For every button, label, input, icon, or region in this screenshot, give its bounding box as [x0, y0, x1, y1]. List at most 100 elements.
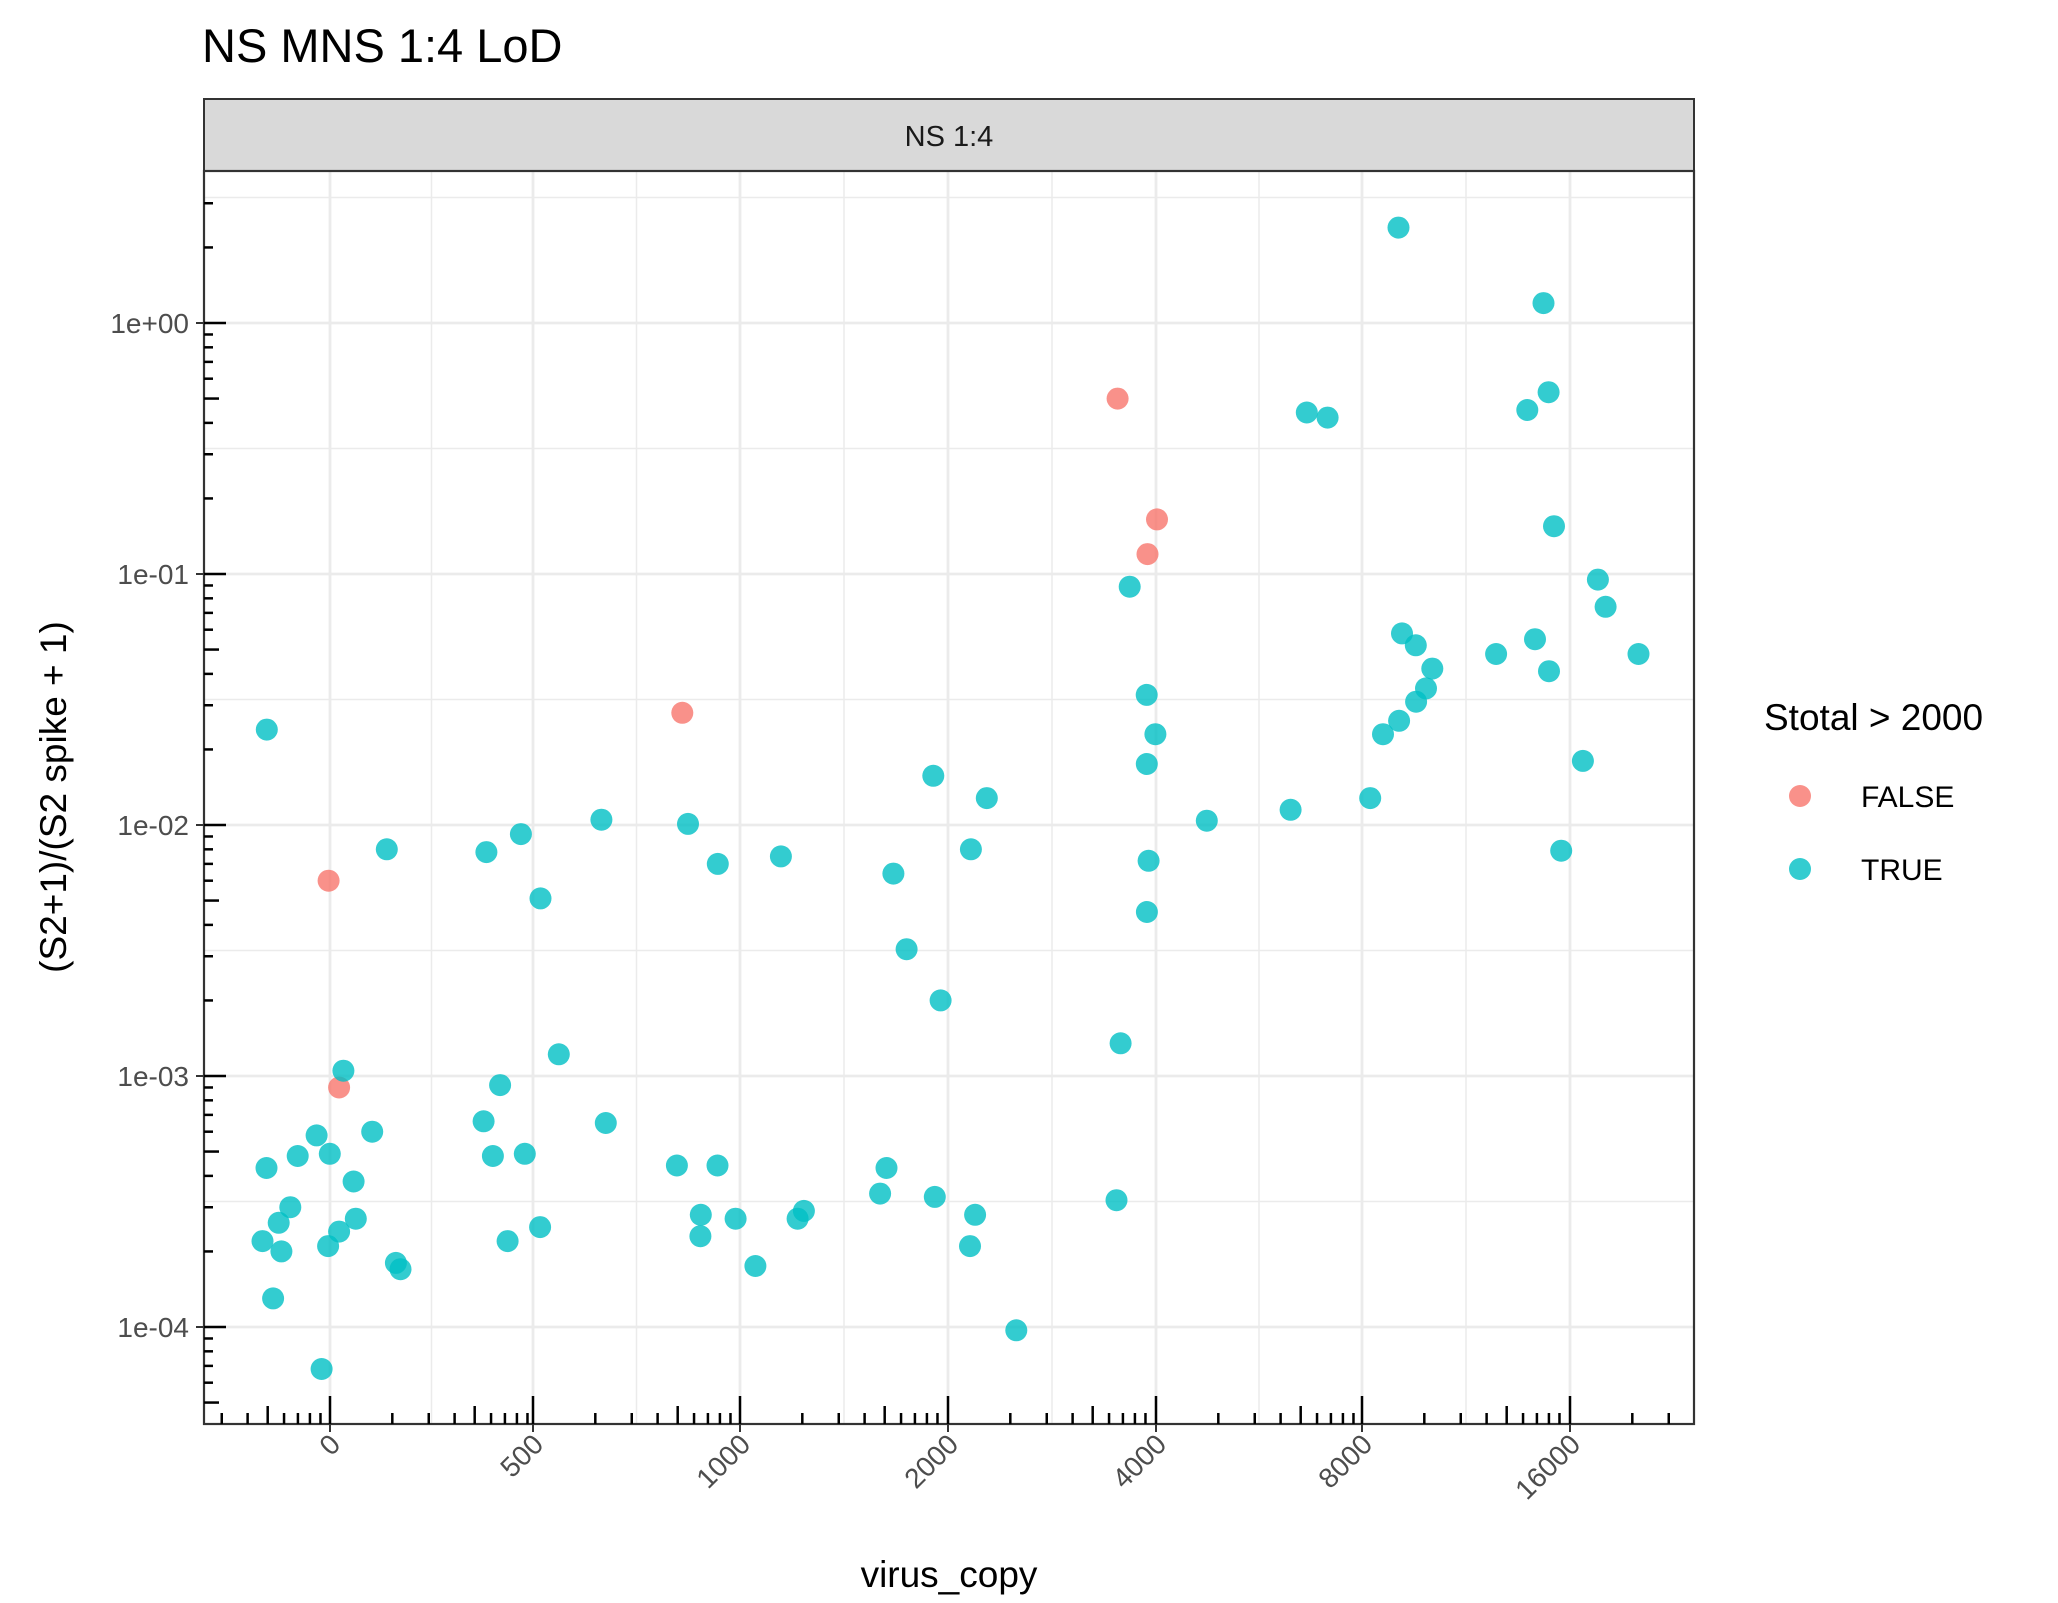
data-point	[1538, 660, 1560, 683]
data-point	[769, 845, 792, 868]
facet-label: NS 1:4	[905, 121, 994, 153]
data-point	[875, 1157, 898, 1179]
data-point	[1359, 787, 1382, 810]
data-point	[975, 787, 998, 810]
data-point	[342, 1170, 365, 1193]
data-point	[1537, 381, 1560, 404]
data-point	[529, 887, 552, 910]
data-point	[1372, 723, 1394, 746]
data-point	[310, 1358, 333, 1380]
data-point	[1532, 292, 1555, 315]
data-point	[251, 1230, 274, 1253]
data-point	[1388, 709, 1411, 732]
data-point	[513, 1142, 536, 1165]
data-point	[1146, 508, 1168, 531]
data-point	[1135, 901, 1158, 923]
data-point	[1485, 643, 1508, 665]
data-point	[706, 852, 729, 875]
legend: Stotal > 2000 FALSE TRUE	[1764, 697, 1983, 887]
data-point	[1550, 839, 1573, 862]
data-point	[724, 1207, 747, 1230]
legend-item-false: FALSE	[1789, 781, 1954, 814]
chart-title: NS MNS 1:4 LoD	[202, 19, 562, 72]
y-axis: 1e-04 1e-03 1e-02 1e-01 1e+00	[110, 201, 226, 1404]
y-tick-label: 1e+00	[110, 308, 189, 339]
legend-title: Stotal > 2000	[1764, 697, 1983, 738]
legend-label-true: TRUE	[1861, 854, 1943, 887]
data-point	[1586, 568, 1609, 591]
legend-key-true	[1789, 858, 1811, 880]
data-point	[671, 701, 694, 724]
data-point	[594, 1112, 617, 1134]
data-point	[255, 718, 278, 741]
data-point	[1524, 628, 1546, 651]
data-point	[744, 1255, 767, 1277]
data-point	[1516, 399, 1539, 421]
legend-label-false: FALSE	[1861, 781, 1954, 814]
data-point	[255, 1157, 278, 1179]
data-point	[496, 1230, 519, 1253]
data-point	[305, 1124, 328, 1147]
data-point	[1144, 723, 1167, 746]
y-tick-label: 1e-02	[117, 810, 189, 841]
data-point	[1404, 634, 1427, 657]
data-point	[328, 1076, 351, 1099]
data-point	[689, 1203, 712, 1226]
data-point	[317, 1235, 340, 1258]
legend-item-true: TRUE	[1789, 854, 1943, 887]
data-point	[489, 1074, 512, 1097]
data-point	[923, 1185, 946, 1208]
data-point	[1316, 406, 1339, 429]
y-tick-label: 1e-04	[117, 1312, 189, 1343]
data-point	[481, 1145, 504, 1167]
data-point	[665, 1154, 688, 1177]
data-point	[344, 1207, 367, 1230]
data-point	[1571, 749, 1594, 772]
data-point	[1136, 543, 1159, 566]
legend-key-false	[1789, 785, 1811, 807]
data-point	[677, 812, 699, 835]
data-point	[1118, 575, 1141, 598]
data-point	[286, 1145, 309, 1167]
data-point	[270, 1240, 293, 1263]
data-point	[895, 938, 918, 961]
data-point	[267, 1211, 290, 1234]
data-point	[1137, 849, 1160, 872]
data-point	[472, 1110, 495, 1133]
y-tick-label: 1e-01	[117, 559, 189, 590]
data-point	[964, 1203, 987, 1226]
data-point	[882, 862, 905, 885]
facet-strip	[203, 98, 1695, 172]
data-point	[547, 1043, 570, 1066]
data-point	[959, 1235, 981, 1258]
data-point	[786, 1207, 809, 1230]
data-point	[689, 1225, 712, 1248]
data-point	[1105, 1189, 1128, 1212]
data-point	[1627, 643, 1650, 665]
data-point	[1195, 809, 1218, 832]
data-point	[262, 1287, 285, 1310]
data-point	[279, 1196, 302, 1219]
data-point	[1387, 216, 1410, 239]
data-point	[389, 1258, 412, 1281]
data-point	[375, 838, 398, 861]
data-point	[1594, 595, 1617, 618]
data-point	[929, 989, 952, 1012]
data-point	[1543, 515, 1565, 538]
data-point	[1005, 1319, 1028, 1342]
data-point	[317, 869, 340, 892]
data-point	[1106, 387, 1129, 410]
data-point	[1405, 690, 1428, 713]
data-point	[1295, 401, 1318, 424]
y-tick-label: 1e-03	[117, 1061, 189, 1092]
data-point	[1279, 798, 1302, 821]
y-axis-title: (S2+1)/(S2 spike + 1)	[33, 621, 74, 973]
data-points	[251, 216, 1650, 1380]
data-point	[475, 841, 498, 864]
data-point	[1421, 657, 1444, 680]
data-point	[361, 1120, 384, 1143]
grid-lines	[204, 171, 1694, 1424]
data-point	[509, 823, 532, 846]
data-point	[869, 1182, 892, 1205]
